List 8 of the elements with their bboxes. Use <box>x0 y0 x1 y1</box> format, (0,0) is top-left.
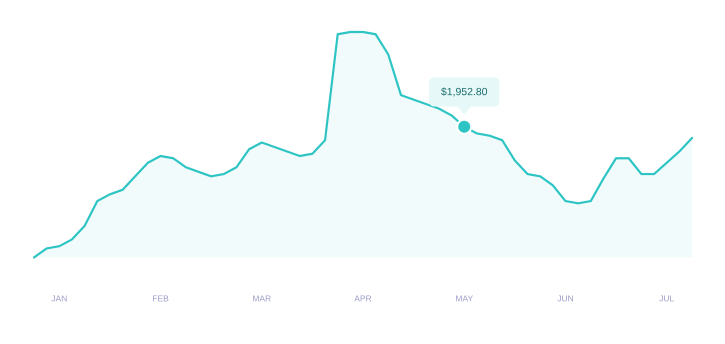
x-tick-label: FEB <box>152 296 168 302</box>
annotation: $1,952.80 <box>441 87 488 96</box>
x-tick-label: APR <box>354 296 372 302</box>
x-tick-label: MAY <box>456 296 473 302</box>
x-tick-label: JAN <box>51 296 67 302</box>
x-tick-label: MAR <box>253 296 271 302</box>
x-tick-label: JUN <box>557 296 574 302</box>
x-tick-label: JUL <box>659 296 674 302</box>
